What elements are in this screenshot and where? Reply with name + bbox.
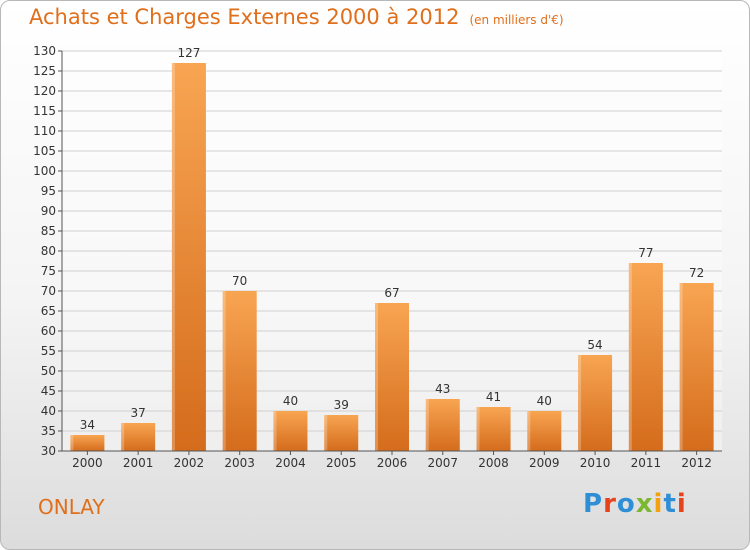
bar-highlight xyxy=(476,407,480,451)
bar xyxy=(222,291,257,451)
x-tick-label: 2011 xyxy=(631,456,662,470)
y-tick-label: 40 xyxy=(41,404,56,418)
chart-title: Achats et Charges Externes 2000 à 2012 (e… xyxy=(29,5,564,29)
data-label: 72 xyxy=(689,266,704,280)
bar-highlight xyxy=(425,399,429,451)
x-tick-label: 2012 xyxy=(681,456,712,470)
y-tick-label: 105 xyxy=(33,144,56,158)
bar xyxy=(273,411,308,451)
y-tick-label: 120 xyxy=(33,84,56,98)
y-tick-label: 75 xyxy=(41,264,56,278)
city-name: ONLAY xyxy=(38,495,105,519)
y-tick-label: 50 xyxy=(41,364,56,378)
bar-highlight xyxy=(121,423,125,451)
proxiti-logo: Proxiti xyxy=(583,489,687,519)
data-label: 34 xyxy=(80,418,95,432)
logo-letter: t xyxy=(663,489,677,519)
y-tick-label: 85 xyxy=(41,224,56,238)
data-label: 67 xyxy=(384,286,399,300)
data-label: 54 xyxy=(587,338,602,352)
y-tick-label: 55 xyxy=(41,344,56,358)
y-tick-label: 35 xyxy=(41,424,56,438)
bar-highlight xyxy=(171,63,175,451)
bar xyxy=(375,303,409,451)
bar-highlight xyxy=(527,411,531,451)
y-tick-label: 125 xyxy=(33,64,56,78)
x-tick-label: 2000 xyxy=(72,456,103,470)
y-tick-label: 30 xyxy=(41,444,56,458)
x-tick-label: 2008 xyxy=(478,456,509,470)
logo-letter: i xyxy=(676,489,687,519)
data-label: 37 xyxy=(131,406,146,420)
bar xyxy=(476,407,511,451)
chart-subtitle: (en milliers d'€) xyxy=(469,13,564,27)
y-axis: 30 35 40 45 50 55 60 65 70 75 80 85 90 95 100 105 110 115… xyxy=(33,44,63,458)
data-label: 43 xyxy=(435,382,450,396)
y-tick-label: 90 xyxy=(41,204,56,218)
y-tick-label: 65 xyxy=(41,304,56,318)
y-tick-label: 60 xyxy=(41,324,56,338)
bar xyxy=(121,423,156,451)
bar-highlight xyxy=(679,283,683,451)
bar xyxy=(578,355,613,451)
chart-title-text: Achats et Charges Externes 2000 à 2012 xyxy=(29,5,460,29)
bar xyxy=(628,263,663,451)
x-axis: 2000 2001 2002 2003 2004 2005 2006 2007 2008 2009… xyxy=(62,450,722,470)
x-tick-label: 2006 xyxy=(377,456,408,470)
y-tick-label: 130 xyxy=(33,44,56,58)
bar xyxy=(527,411,562,451)
y-tick-label: 95 xyxy=(41,184,56,198)
x-tick-label: 2009 xyxy=(529,456,560,470)
bar xyxy=(70,435,105,451)
x-tick-label: 2002 xyxy=(174,456,205,470)
x-tick-label: 2007 xyxy=(427,456,458,470)
bar xyxy=(679,283,714,451)
y-tick-label: 115 xyxy=(33,104,56,118)
logo-letter: r xyxy=(603,489,617,519)
bar-highlight xyxy=(273,411,277,451)
bar-highlight xyxy=(222,291,226,451)
x-tick-label: 2001 xyxy=(123,456,154,470)
x-tick-label: 2003 xyxy=(224,456,255,470)
y-tick-label: 110 xyxy=(33,124,56,138)
bar-highlight xyxy=(375,303,378,451)
y-tick-label: 70 xyxy=(41,284,56,298)
y-tick-label: 100 xyxy=(33,164,56,178)
y-tick-label: 80 xyxy=(41,244,56,258)
data-label: 41 xyxy=(486,390,501,404)
x-tick-label: 2005 xyxy=(326,456,357,470)
data-label: 77 xyxy=(638,246,653,260)
bar-highlight xyxy=(70,435,74,451)
logo-letter: i xyxy=(653,489,664,519)
x-tick-label: 2010 xyxy=(580,456,611,470)
logo-letter: x xyxy=(635,489,654,519)
data-label: 127 xyxy=(177,46,200,60)
bar-highlight xyxy=(324,415,328,451)
data-label: 40 xyxy=(283,394,298,408)
data-label: 40 xyxy=(537,394,552,408)
bar xyxy=(425,399,460,451)
data-label: 39 xyxy=(334,398,349,412)
bar xyxy=(171,63,206,451)
bar-highlight xyxy=(628,263,632,451)
x-tick-label: 2004 xyxy=(275,456,306,470)
logo-letter: o xyxy=(616,489,636,519)
y-tick-label: 45 xyxy=(41,384,56,398)
bar xyxy=(324,415,359,451)
data-label: 70 xyxy=(232,274,247,288)
logo-letter: P xyxy=(583,489,604,519)
bars: 34 37 127 70 40 39 67 43 41 40 54 77 72 xyxy=(70,46,714,451)
bar-highlight xyxy=(578,355,582,451)
